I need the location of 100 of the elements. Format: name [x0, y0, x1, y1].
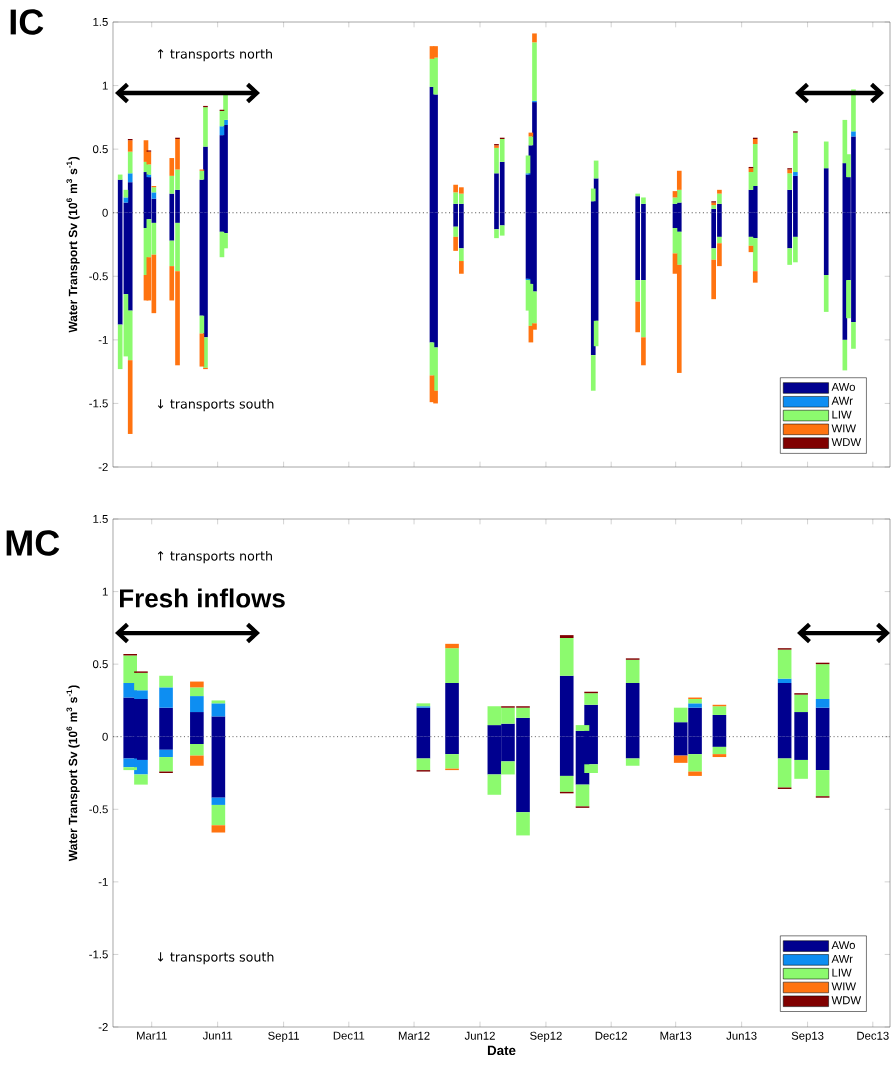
bar	[453, 226, 458, 237]
bar	[752, 238, 758, 272]
bar	[190, 687, 204, 697]
bar	[575, 784, 590, 807]
annotation: Fresh inflows	[120, 588, 285, 608]
bar	[676, 189, 682, 203]
bar	[793, 132, 798, 173]
bar	[559, 638, 574, 676]
bar	[823, 141, 829, 169]
bar	[127, 360, 133, 434]
annotation: ↓ transports south	[157, 398, 274, 412]
bar	[787, 173, 792, 190]
legend-label: AWo	[831, 383, 855, 391]
bar	[815, 664, 830, 699]
x-tick-label: Mar13	[660, 1031, 692, 1040]
y-axis-title: Water Transport Sv (10$^{6}$ m$^{3}$ s$^{-1}$)	[66, 685, 80, 862]
bar	[688, 698, 702, 704]
bar	[851, 89, 856, 132]
x-tick-label: Jun13	[726, 1031, 757, 1040]
bar	[203, 107, 208, 147]
bar	[151, 192, 157, 199]
x-axis-title: Date	[487, 1045, 516, 1056]
bar	[846, 280, 851, 319]
bar	[787, 169, 792, 174]
legend-label: AWr	[831, 954, 853, 963]
legend-label: LIW	[832, 968, 852, 977]
bar	[688, 703, 702, 708]
bar	[625, 758, 640, 766]
bar	[559, 775, 574, 792]
x-tick-label: Mar11	[136, 1031, 167, 1040]
bar	[190, 696, 204, 713]
y-tick-label: -1.5	[89, 399, 108, 408]
bar	[712, 746, 727, 755]
bar	[794, 759, 808, 779]
annotation: ↑ transports north	[157, 48, 272, 62]
bar	[159, 749, 173, 758]
bar	[501, 761, 515, 775]
bar	[815, 770, 830, 797]
x-tick-label: Sep12	[530, 1031, 562, 1042]
bar	[459, 261, 464, 274]
bar	[532, 33, 537, 43]
bar	[211, 703, 226, 717]
bar	[823, 275, 829, 312]
y-tick-label: -2	[98, 1023, 108, 1031]
bar	[717, 236, 722, 244]
bar	[717, 193, 722, 204]
bar	[190, 743, 204, 756]
bar	[532, 42, 537, 101]
y-tick-label: -1	[98, 335, 108, 344]
bar	[752, 138, 758, 145]
bar	[190, 755, 204, 766]
bar	[688, 754, 702, 772]
bar	[211, 797, 226, 805]
bar	[625, 659, 640, 684]
bar	[211, 700, 226, 704]
bar	[575, 725, 590, 731]
y-tick-label: 0	[102, 732, 108, 741]
bar	[676, 170, 682, 190]
bar	[123, 197, 129, 203]
bar	[433, 57, 438, 95]
bar	[127, 151, 133, 174]
bar	[851, 322, 856, 349]
y-tick-label: -1.5	[89, 950, 108, 959]
y-tick-label: 1.5	[93, 515, 108, 523]
chart-title: MC	[6, 530, 60, 556]
bar	[134, 774, 148, 785]
y-tick-label: 1.5	[93, 18, 108, 26]
x-tick-label: Jun12	[464, 1031, 495, 1040]
y-tick-label: 0	[102, 208, 108, 217]
bar	[584, 693, 598, 705]
bar	[851, 131, 856, 137]
bar	[159, 675, 173, 688]
bar	[211, 804, 226, 826]
bar	[445, 648, 459, 684]
bar	[433, 46, 438, 58]
bar	[815, 698, 830, 708]
bar	[712, 754, 727, 758]
bar	[673, 707, 688, 723]
bar	[159, 687, 173, 708]
bar	[416, 758, 431, 771]
bar	[711, 248, 717, 260]
y-tick-label: -0.5	[89, 272, 108, 281]
y-tick-label: 0.5	[92, 145, 108, 154]
y-tick-label: 1	[102, 81, 108, 90]
bar	[123, 767, 138, 771]
annotation: ↓ transports south	[157, 951, 274, 965]
x-tick-label: Dec11	[333, 1031, 365, 1040]
y-tick-label: 0.5	[92, 660, 108, 669]
legend-label: AWo	[831, 941, 855, 950]
legend-label: AWr	[831, 396, 853, 405]
y-axis-title: Water Transport Sv (10$^{6}$ m$^{3}$ s$^{-1}$)	[66, 156, 80, 333]
bar	[445, 643, 459, 649]
bar	[211, 825, 226, 833]
legend-label: WDW	[831, 996, 862, 1005]
bar	[641, 337, 646, 366]
bar	[688, 771, 702, 776]
bar	[712, 706, 727, 715]
bar	[516, 812, 530, 836]
bar	[794, 694, 808, 713]
bar	[590, 188, 596, 202]
